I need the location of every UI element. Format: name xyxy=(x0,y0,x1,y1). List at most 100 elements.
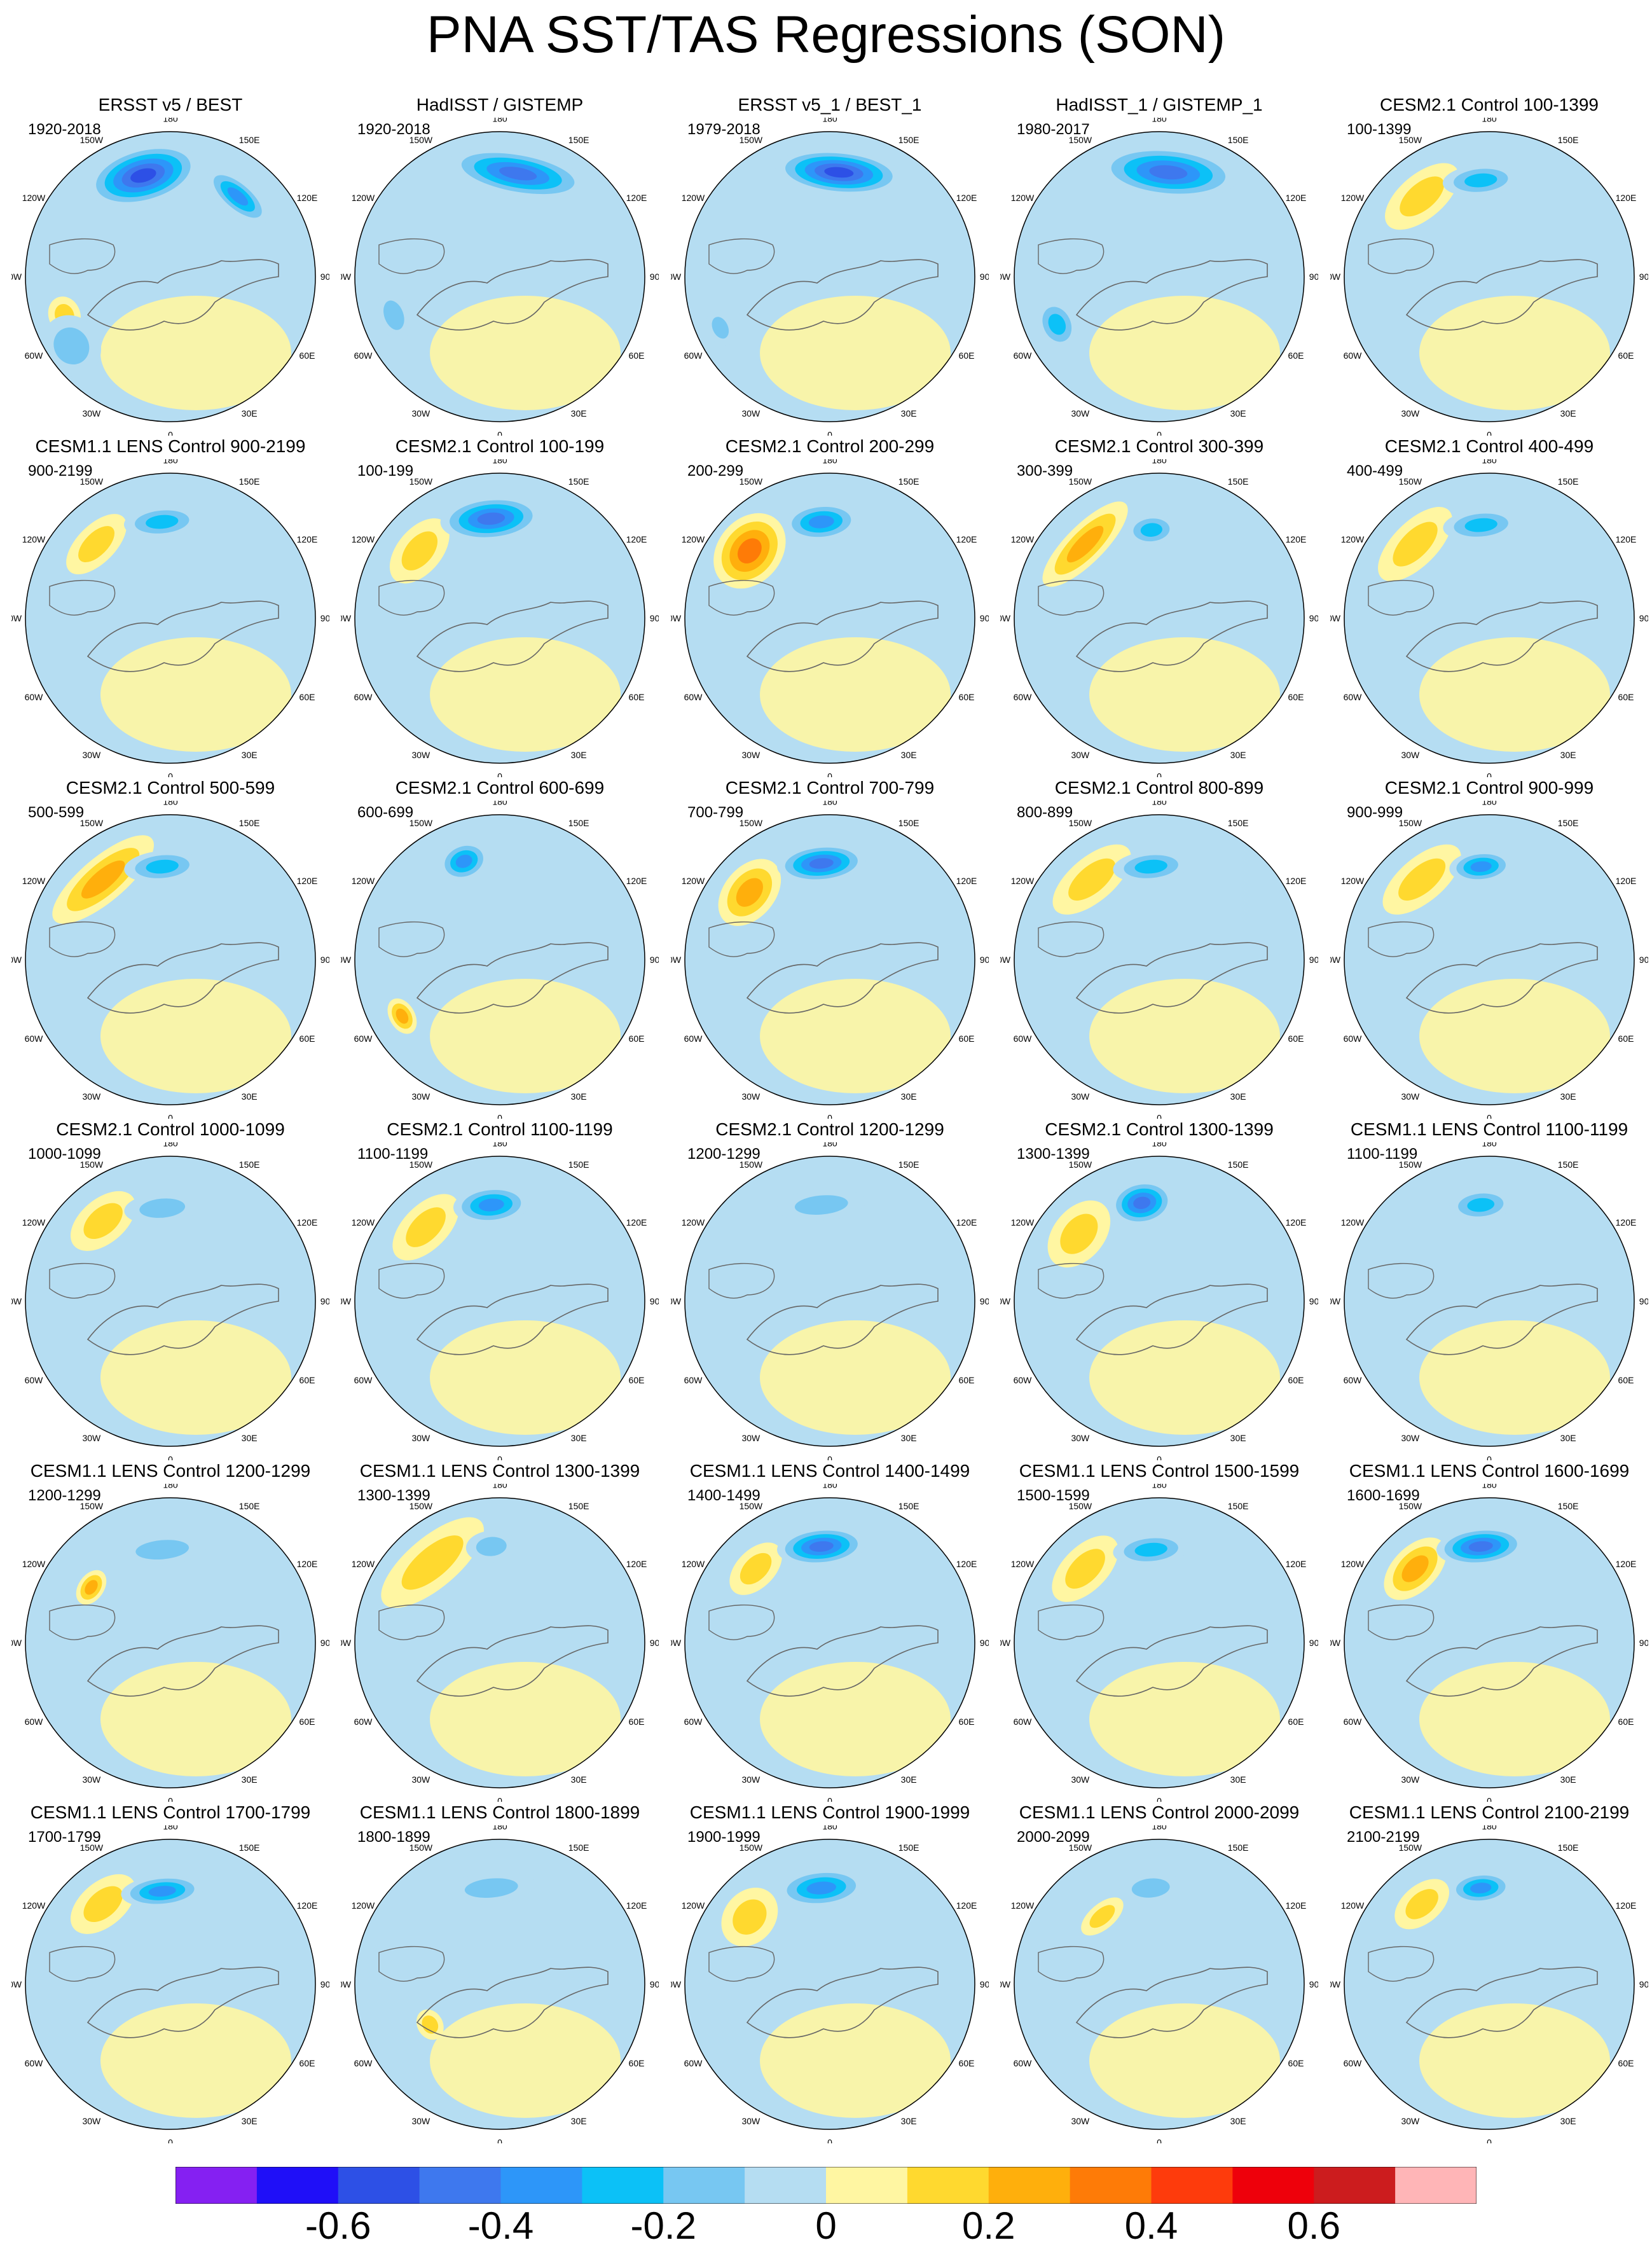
longitude-label: 0 xyxy=(168,771,173,777)
longitude-label: 150E xyxy=(568,1501,589,1511)
polar-map: 180 150W 150E 120W 120E 90W 90E 60W 60E 30W 30E 0 xyxy=(1330,1142,1648,1460)
coastline xyxy=(1075,1283,1268,1355)
map-panel: CESM1.1 LENS Control 1100-1199 180 150W 150… xyxy=(1330,1117,1648,1460)
colorbar-swatch xyxy=(745,2167,827,2204)
longitude-label: 60W xyxy=(354,692,373,702)
longitude-label: 60W xyxy=(1014,692,1033,702)
coastline xyxy=(1368,1946,1435,1982)
longitude-label: 120E xyxy=(1286,1559,1307,1569)
longitude-label: 30W xyxy=(741,1433,761,1443)
anomaly-contour xyxy=(130,168,156,183)
anomaly-contour xyxy=(1405,1889,1438,1919)
coastline xyxy=(746,1967,939,2038)
longitude-label: 150E xyxy=(898,1159,919,1170)
map-panel: CESM2.1 Control 700-799 180 150W 150E 120W 12… xyxy=(671,775,989,1119)
longitude-label: 180 xyxy=(163,459,178,466)
longitude-label: 30E xyxy=(1560,1433,1576,1443)
map-panel: CESM1.1 LENS Control 2100-2199 180 150W 150… xyxy=(1330,1800,1648,2143)
longitude-label: 30E xyxy=(1230,408,1246,418)
longitude-label: 90E xyxy=(650,955,659,965)
longitude-label: 90E xyxy=(980,955,989,965)
longitude-label: 30E xyxy=(242,2116,258,2126)
longitude-label: 60W xyxy=(684,692,703,702)
longitude-label: 60E xyxy=(1618,1717,1634,1727)
map-border xyxy=(1014,473,1305,764)
longitude-label: 120W xyxy=(352,193,375,203)
longitude-label: 120W xyxy=(1011,1559,1035,1569)
longitude-label: 150E xyxy=(898,135,919,145)
longitude-label: 90E xyxy=(650,272,659,282)
longitude-label: 120E xyxy=(956,876,977,886)
panel-period: 800-899 xyxy=(1017,804,1073,821)
longitude-label: 30W xyxy=(411,2116,430,2126)
longitude-label: 30E xyxy=(901,750,917,760)
map-border xyxy=(1344,1839,1635,2130)
anomaly-contour xyxy=(53,327,90,365)
panel-title: CESM2.1 Control 300-399 xyxy=(1054,436,1264,456)
coastline xyxy=(1038,1262,1105,1299)
colorbar-swatch xyxy=(1151,2167,1233,2204)
longitude-label: 150E xyxy=(568,476,589,487)
panel-title: CESM2.1 Control 600-699 xyxy=(395,778,605,798)
longitude-label: 60E xyxy=(299,350,315,361)
anomaly-contour xyxy=(1398,858,1446,901)
longitude-label: 120E xyxy=(626,534,647,544)
coastline xyxy=(416,1283,609,1355)
longitude-label: 90E xyxy=(1639,1979,1648,1989)
longitude-label: 60E xyxy=(629,350,645,361)
longitude-label: 0 xyxy=(168,429,173,436)
panel-title: CESM1.1 LENS Control 1300-1399 xyxy=(359,1461,640,1481)
panel-period: 1920-2018 xyxy=(28,121,101,138)
map-border xyxy=(354,1156,645,1447)
longitude-label: 120E xyxy=(626,193,647,203)
longitude-label: 180 xyxy=(822,1142,837,1149)
map-border xyxy=(354,1497,645,1788)
longitude-label: 180 xyxy=(1482,1484,1497,1490)
coastline xyxy=(49,1262,116,1299)
panel-title: CESM2.1 Control 700-799 xyxy=(725,778,935,798)
longitude-label: 120E xyxy=(1286,534,1307,544)
longitude-label: 60E xyxy=(299,1717,315,1727)
longitude-label: 120E xyxy=(1286,193,1307,203)
longitude-label: 30E xyxy=(242,1091,258,1102)
map-border xyxy=(1344,1156,1635,1447)
map-panel: CESM2.1 Control 100-1399 180 150W 150E 120W 1… xyxy=(1330,92,1648,436)
map-panel: ERSST v5 / BEST 180 150W 150E 120W 120E 90W 90E… xyxy=(11,92,329,436)
longitude-label: 150E xyxy=(239,1501,260,1511)
longitude-label: 0 xyxy=(497,429,502,436)
panel-title: CESM1.1 LENS Control 900-2199 xyxy=(35,436,306,456)
positive-field xyxy=(760,979,951,1093)
coastline xyxy=(1368,238,1435,274)
longitude-label: 30E xyxy=(1230,1091,1246,1102)
map-panel: CESM2.1 Control 1100-1199 180 150W 150E 120W… xyxy=(341,1117,659,1460)
longitude-label: 90E xyxy=(980,613,989,623)
longitude-label: 120E xyxy=(956,193,977,203)
longitude-label: 150E xyxy=(568,1159,589,1170)
longitude-label: 180 xyxy=(822,801,837,807)
longitude-label: 90E xyxy=(980,1979,989,1989)
anomaly-contour xyxy=(1467,1198,1495,1212)
longitude-label: 90W xyxy=(11,1979,22,1989)
longitude-label: 120W xyxy=(682,534,705,544)
longitude-label: 60W xyxy=(1014,350,1033,361)
coastline xyxy=(1368,1604,1435,1640)
anomaly-contour xyxy=(1089,1905,1115,1928)
longitude-label: 60W xyxy=(684,1034,703,1044)
colorbar-swatch xyxy=(1070,2167,1152,2204)
colorbar-swatch xyxy=(907,2167,989,2204)
longitude-label: 150W xyxy=(80,818,104,828)
longitude-label: 60E xyxy=(1618,692,1634,702)
polar-map: 180 150W 150E 120W 120E 90W 90E 60W 60E 30W 30E 0 xyxy=(671,118,989,436)
panel-title: HadISST_1 / GISTEMP_1 xyxy=(1056,95,1263,114)
longitude-label: 150E xyxy=(1558,818,1579,828)
longitude-label: 60W xyxy=(354,350,373,361)
coastline xyxy=(86,942,279,1014)
longitude-label: 150E xyxy=(898,1843,919,1853)
panel-period: 1300-1399 xyxy=(357,1487,430,1504)
longitude-label: 150E xyxy=(239,135,260,145)
longitude-label: 0 xyxy=(827,1454,832,1460)
longitude-label: 0 xyxy=(827,771,832,777)
anomaly-contour xyxy=(499,167,537,181)
map-panel: CESM1.1 LENS Control 1200-1299 180 150W 150… xyxy=(11,1458,329,1802)
longitude-label: 90E xyxy=(1309,1638,1318,1648)
